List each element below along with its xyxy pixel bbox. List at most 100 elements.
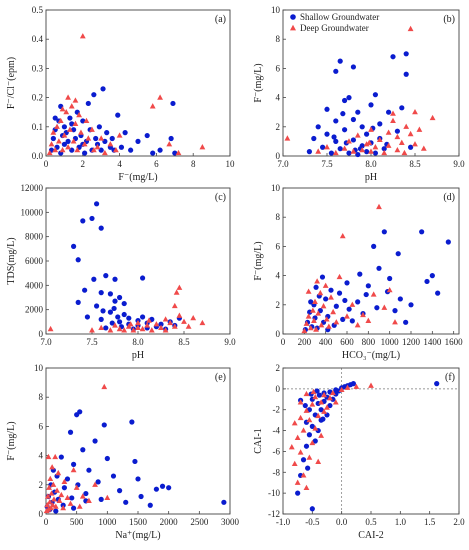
data-point-circle bbox=[117, 488, 123, 494]
data-point-circle bbox=[342, 127, 348, 133]
data-point-circle bbox=[357, 271, 363, 277]
data-point-circle bbox=[65, 138, 71, 144]
data-point-circle bbox=[103, 273, 109, 279]
data-point-circle bbox=[50, 135, 56, 142]
x-tick-label: 3000 bbox=[221, 517, 240, 527]
data-point-triangle bbox=[48, 504, 54, 511]
data-point-triangle bbox=[401, 149, 408, 156]
data-point-circle bbox=[337, 146, 343, 152]
y-tick-label: 2 bbox=[276, 122, 281, 132]
data-point-circle bbox=[157, 147, 163, 153]
data-point-triangle bbox=[52, 503, 59, 509]
series-triangle-e bbox=[43, 383, 111, 514]
panel-tag-b: (b) bbox=[443, 14, 455, 25]
data-point-triangle bbox=[45, 453, 52, 460]
data-point-triangle bbox=[315, 310, 322, 316]
data-point-circle bbox=[91, 276, 97, 282]
data-point-triangle bbox=[72, 120, 79, 126]
y-tick-label: -12 bbox=[268, 509, 280, 519]
data-point-triangle bbox=[288, 444, 295, 450]
data-point-triangle bbox=[318, 399, 325, 405]
data-point-triangle bbox=[158, 324, 164, 331]
data-point-triangle bbox=[303, 407, 310, 413]
y-axis-label-c: TDS(mg/L) bbox=[6, 237, 17, 284]
x-tick-label: 8.0 bbox=[365, 159, 377, 169]
data-point-triangle bbox=[127, 321, 134, 327]
data-point-circle bbox=[333, 303, 339, 309]
x-axis-label-e: Na⁺(mg/L) bbox=[115, 530, 160, 541]
data-point-circle bbox=[306, 149, 312, 155]
y-tick-label: -10 bbox=[268, 488, 280, 498]
panel-tag-e: (e) bbox=[215, 372, 226, 383]
data-point-circle bbox=[346, 95, 352, 101]
data-point-circle bbox=[342, 97, 348, 104]
data-point-circle bbox=[138, 493, 144, 500]
data-point-triangle bbox=[46, 499, 53, 505]
data-point-circle bbox=[328, 150, 334, 156]
data-point-circle bbox=[372, 150, 378, 156]
data-point-circle bbox=[424, 278, 430, 285]
data-point-triangle bbox=[46, 484, 52, 490]
data-point-circle bbox=[147, 502, 153, 508]
x-tick-label: 8 bbox=[191, 159, 196, 169]
data-point-circle bbox=[372, 92, 378, 98]
y-tick-label: 0.5 bbox=[32, 5, 44, 15]
data-point-circle bbox=[355, 151, 361, 158]
y-tick-label: 0.4 bbox=[32, 34, 44, 44]
data-point-circle bbox=[101, 422, 107, 428]
legend-label: Deep Groundwater bbox=[300, 23, 369, 33]
data-point-triangle bbox=[89, 126, 95, 132]
data-point-triangle bbox=[303, 390, 310, 397]
y-tick-label: 8 bbox=[39, 392, 44, 402]
plot-frame-c bbox=[45, 187, 231, 335]
data-point-circle bbox=[324, 131, 330, 137]
data-point-circle bbox=[98, 225, 104, 231]
series-triangle-c bbox=[47, 284, 206, 333]
data-point-triangle bbox=[315, 148, 322, 154]
data-point-triangle bbox=[98, 324, 105, 331]
x-tick-label: 0.0 bbox=[336, 517, 348, 527]
x-tick-label: 7.5 bbox=[321, 159, 333, 169]
data-point-triangle bbox=[332, 149, 339, 156]
data-point-circle bbox=[71, 505, 77, 511]
data-point-triangle bbox=[47, 325, 54, 332]
data-point-triangle bbox=[92, 481, 98, 487]
data-point-triangle bbox=[324, 404, 330, 410]
data-point-circle bbox=[377, 121, 383, 127]
data-point-triangle bbox=[68, 103, 75, 109]
data-point-circle bbox=[344, 280, 350, 286]
data-point-triangle bbox=[354, 322, 361, 328]
data-point-circle bbox=[170, 100, 176, 107]
data-point-triangle bbox=[311, 317, 317, 323]
data-point-circle bbox=[350, 116, 356, 123]
legend-marker-circle bbox=[290, 14, 296, 20]
x-tick-label: 800 bbox=[362, 337, 376, 347]
data-point-circle bbox=[315, 124, 321, 130]
y-axis-label-e: F⁻(mg/L) bbox=[6, 421, 17, 460]
data-point-triangle bbox=[368, 382, 374, 388]
data-point-circle bbox=[98, 496, 104, 502]
data-point-triangle bbox=[171, 323, 178, 329]
data-point-triangle bbox=[175, 149, 182, 156]
data-point-triangle bbox=[116, 132, 123, 138]
series-circle-f bbox=[295, 381, 440, 512]
data-point-triangle bbox=[297, 399, 304, 405]
y-axis-label-f: CAI-1 bbox=[253, 428, 264, 454]
x-axis-label-c: pH bbox=[132, 350, 144, 361]
x-tick-label: 9.0 bbox=[453, 159, 465, 169]
data-point-triangle bbox=[98, 135, 105, 141]
x-tick-label: 1400 bbox=[423, 337, 442, 347]
data-point-triangle bbox=[328, 294, 334, 300]
data-point-circle bbox=[85, 100, 91, 107]
data-point-triangle bbox=[65, 94, 71, 100]
x-tick-label: 1500 bbox=[129, 517, 148, 527]
data-point-circle bbox=[350, 137, 356, 143]
data-point-triangle bbox=[113, 146, 119, 153]
data-point-circle bbox=[98, 290, 104, 296]
data-point-circle bbox=[91, 92, 97, 98]
data-point-triangle bbox=[385, 129, 392, 135]
data-point-triangle bbox=[55, 469, 62, 476]
y-tick-label: 0 bbox=[39, 509, 44, 519]
data-point-triangle bbox=[167, 319, 174, 326]
data-point-circle bbox=[126, 315, 132, 321]
